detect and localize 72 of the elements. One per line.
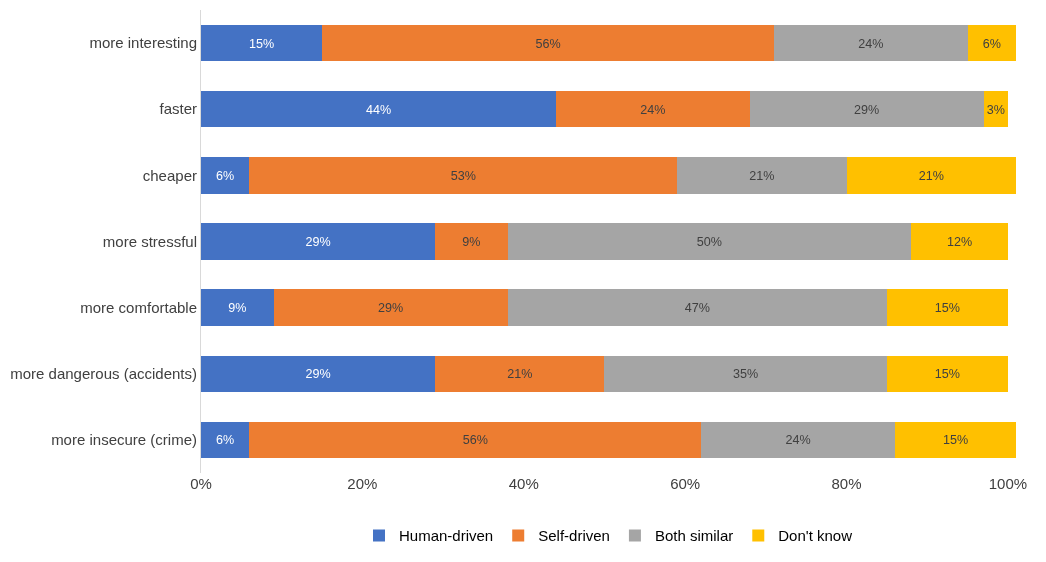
bar (201, 24, 323, 62)
data-label: 29% (305, 367, 331, 382)
legend-label: Self-driven (538, 527, 610, 545)
data-label: 15% (934, 301, 960, 316)
x-tick-label: 0% (190, 475, 212, 492)
data-label: 6% (216, 168, 235, 183)
bar (201, 289, 274, 326)
bar (556, 91, 750, 128)
data-label: 15% (248, 36, 275, 51)
data-label: 56% (462, 433, 488, 448)
legend-label: Both similar (654, 527, 734, 545)
x-tick-label: 80% (831, 475, 862, 492)
data-label: 21% (749, 168, 775, 183)
data-label: 15% (942, 433, 969, 448)
x-tick-label: 20% (347, 475, 378, 492)
data-label: 12% (946, 235, 973, 249)
data-label: 35% (733, 367, 759, 382)
bar (604, 355, 887, 392)
x-tick-label: 40% (508, 475, 539, 492)
data-label: 9% (228, 301, 247, 316)
data-label: 29% (305, 235, 331, 249)
legend-label: Don't know (778, 527, 853, 545)
bar (435, 223, 508, 260)
data-label: 50% (696, 235, 722, 249)
bar (273, 289, 508, 326)
bar (201, 91, 557, 128)
legend-label: Human-driven (399, 527, 494, 545)
data-label: 56% (535, 36, 561, 51)
bar (967, 24, 1016, 62)
data-label: 21% (918, 168, 944, 183)
x-tick-label: 60% (670, 475, 701, 492)
bar (507, 289, 887, 326)
y-tick-label: more insecure (crime) (51, 431, 197, 449)
bar (249, 421, 702, 459)
data-label: 6% (982, 36, 1001, 51)
data-label: 24% (785, 433, 811, 448)
bar (507, 223, 912, 260)
bar (773, 24, 968, 62)
data-label: 3% (986, 102, 1005, 117)
bar (677, 157, 847, 194)
data-label: 24% (640, 102, 666, 117)
data-label: 21% (507, 367, 533, 382)
bar (201, 157, 250, 194)
y-tick-label: cheaper (142, 166, 197, 184)
bar (201, 223, 436, 260)
bar (701, 421, 895, 459)
bar (886, 289, 1008, 326)
data-label: 6% (216, 433, 235, 448)
bar (846, 157, 1016, 194)
data-label: 29% (854, 102, 880, 117)
data-label: 47% (684, 301, 710, 316)
bar (201, 355, 436, 392)
y-tick-label: more interesting (89, 34, 197, 52)
bar (886, 355, 1008, 392)
bar (435, 355, 605, 392)
y-tick-label: more stressful (102, 232, 197, 250)
bar (201, 421, 250, 459)
bar (322, 24, 774, 62)
bar (894, 421, 1016, 459)
data-label: 53% (450, 168, 476, 183)
y-tick-label: more dangerous (accidents) (10, 365, 197, 383)
bar (911, 223, 1008, 260)
y-tick-label: faster (159, 100, 197, 118)
bar (749, 91, 984, 128)
y-tick-label: more comfortable (80, 298, 197, 316)
data-label: 29% (378, 301, 404, 316)
data-label: 24% (858, 36, 884, 51)
bar (249, 157, 678, 194)
data-label: 15% (934, 367, 960, 382)
x-tick-label: 100% (988, 475, 1028, 492)
data-label: 9% (462, 235, 481, 249)
data-label: 44% (365, 102, 392, 117)
